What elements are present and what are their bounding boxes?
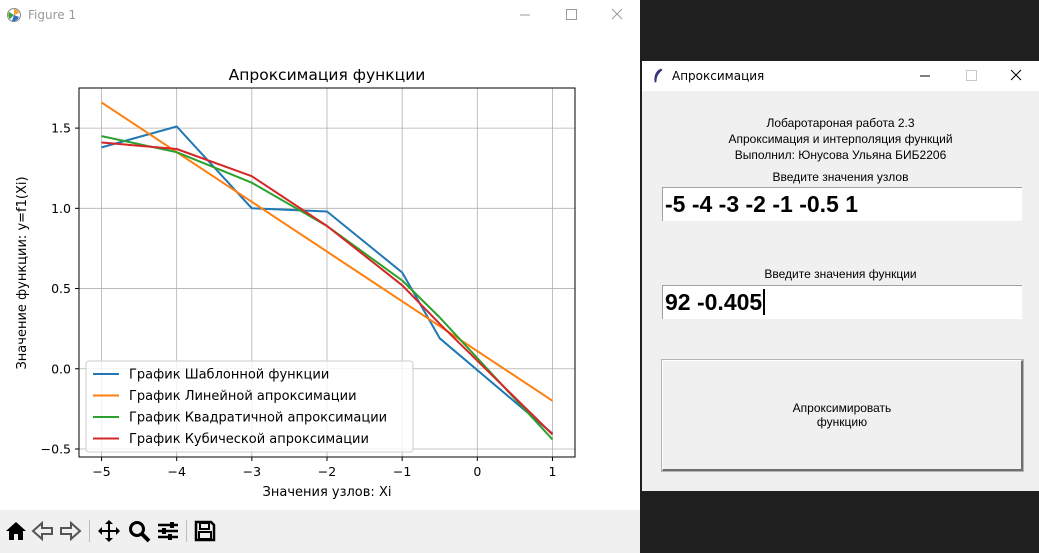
legend-label: График Квадратичной апроксимации [129,411,387,426]
function-values-input[interactable]: 92 -0.405 [662,285,1022,319]
minimize-icon [920,75,930,77]
series-line-4 [101,141,554,436]
x-tick-label: 1 [548,464,556,479]
plot-canvas[interactable]: −5 −4 −3 −2 −1 0 1 −0.5 0.0 0.5 1.0 1.5 Апроксимаци… [0,30,640,510]
chart-title: Апроксимация функции [229,66,426,84]
configure-subplots-icon[interactable] [156,519,180,543]
x-axis-label: Значения узлов: Xi [263,485,392,500]
forward-arrow-icon[interactable] [58,519,82,543]
y-tick-label: 1.0 [51,201,71,216]
close-button[interactable] [594,2,640,28]
zoom-icon[interactable] [127,519,151,543]
home-icon[interactable] [4,519,28,543]
function-values-label: Введите значения функции [764,267,917,281]
figure-titlebar: Figure 1 [0,0,640,30]
maximize-button[interactable] [948,63,994,89]
save-icon[interactable] [193,519,217,543]
pan-icon[interactable] [97,519,121,543]
close-icon [1010,69,1022,81]
nodes-label: Введите значения узлов [772,170,909,184]
button-label-line2: функцию [816,415,868,429]
navigation-toolbar [0,510,640,553]
approximation-window: Апроксимация Лобаротароная работа 2.3 Ап… [642,61,1039,491]
lab-title-label: Лобаротароная работа 2.3 [766,116,915,130]
tk-titlebar: Апроксимация [642,61,1039,91]
close-icon [611,8,623,20]
x-tick-label: −4 [167,464,185,479]
close-button[interactable] [993,63,1039,89]
axis-ticks: −5 −4 −3 −2 −1 0 1 −0.5 0.0 0.5 1.0 1.5 [41,121,557,479]
minimize-icon [520,14,530,16]
y-axis-label: Значение функции: y=f1(Xi) [15,176,30,369]
matplotlib-app-icon [7,8,21,22]
maximize-icon [966,70,977,81]
back-arrow-icon[interactable] [31,519,55,543]
legend-label: График Шаблонной функции [129,368,329,383]
x-tick-label: −5 [92,464,110,479]
feather-icon [654,68,663,83]
legend-label: График Линейной апроксимации [129,389,357,404]
legend: График Шаблонной функции График Линейной … [85,360,414,453]
x-tick-label: −3 [243,464,261,479]
button-label-line1: Апроксимировать [792,401,892,415]
x-tick-label: 0 [473,464,481,479]
figure-window: Figure 1 −5 −4 −3 −2 −1 0 1 −0.5 0.0 0.5 1.0 1.5 Ап… [0,0,640,553]
y-tick-label: 0.5 [51,281,71,296]
legend-label: График Кубической апроксимации [129,432,369,447]
maximize-icon [566,9,577,20]
series-lines [100,101,554,441]
function-values-text: 92 -0.405 [665,289,763,315]
tk-window-title: Апроксимация [672,69,765,83]
x-tick-label: −2 [318,464,336,479]
maximize-button[interactable] [548,2,594,28]
text-cursor [763,289,766,315]
minimize-button[interactable] [902,63,948,89]
y-tick-label: 0.0 [51,361,71,376]
approximate-button[interactable]: Апроксимировать функцию [661,359,1024,472]
series-line-1 [101,125,554,435]
author-label: Выполнил: Юнусова Ульяна БИБ2206 [734,148,947,162]
toolbar-separator [89,520,90,542]
nodes-input[interactable]: -5 -4 -3 -2 -1 -0.5 1 [662,187,1022,221]
y-tick-label: −0.5 [41,441,71,456]
x-tick-label: −1 [393,464,411,479]
approximate-button-label: Апроксимировать функцию [793,401,892,429]
toolbar-separator [186,520,187,542]
minimize-button[interactable] [502,2,548,28]
figure-window-title: Figure 1 [28,8,77,22]
subject-label: Апроксимация и интерполяция функций [728,132,953,146]
legend-box [85,360,414,453]
y-tick-label: 1.5 [51,121,71,136]
